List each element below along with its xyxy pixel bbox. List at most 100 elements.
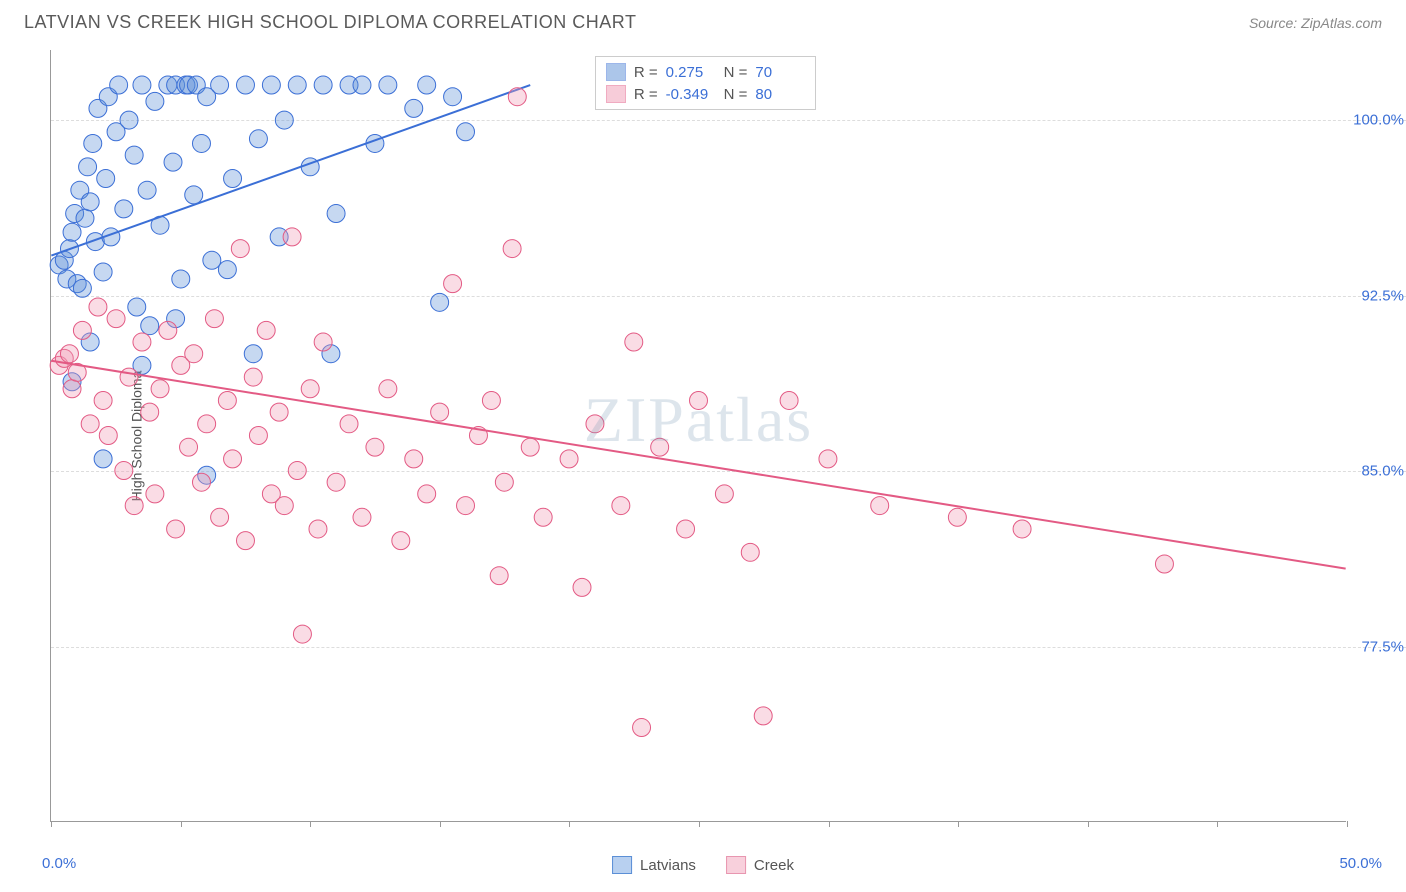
data-point (107, 310, 125, 328)
data-point (63, 223, 81, 241)
data-point (301, 380, 319, 398)
data-point (81, 415, 99, 433)
x-tick (699, 821, 700, 827)
data-point (690, 391, 708, 409)
data-point (340, 415, 358, 433)
data-point (94, 263, 112, 281)
x-tick (1217, 821, 1218, 827)
data-point (457, 123, 475, 141)
data-point (366, 438, 384, 456)
data-point (495, 473, 513, 491)
data-point (715, 485, 733, 503)
data-point (76, 209, 94, 227)
x-tick (569, 821, 570, 827)
data-point (262, 76, 280, 94)
legend-item: Latvians (612, 856, 696, 874)
data-point (236, 532, 254, 550)
data-point (741, 543, 759, 561)
data-point (231, 240, 249, 258)
data-point (283, 228, 301, 246)
data-point (418, 76, 436, 94)
data-point (110, 76, 128, 94)
stat-n-label: N = (724, 64, 748, 81)
data-point (314, 76, 332, 94)
data-point (288, 76, 306, 94)
data-point (275, 111, 293, 129)
legend-label: Latvians (640, 857, 696, 874)
x-tick (440, 821, 441, 827)
y-tick-label: 92.5% (1361, 287, 1404, 304)
data-point (81, 193, 99, 211)
data-point (60, 345, 78, 363)
data-point (1155, 555, 1173, 573)
data-point (503, 240, 521, 258)
data-point (270, 403, 288, 421)
data-point (431, 293, 449, 311)
data-point (677, 520, 695, 538)
data-point (573, 578, 591, 596)
data-point (218, 391, 236, 409)
data-point (224, 170, 242, 188)
data-point (73, 279, 91, 297)
chart-title: LATVIAN VS CREEK HIGH SCHOOL DIPLOMA COR… (24, 12, 636, 33)
data-point (185, 345, 203, 363)
data-point (244, 345, 262, 363)
legend-swatch (606, 63, 626, 81)
x-tick (181, 821, 182, 827)
data-point (192, 134, 210, 152)
data-point (97, 170, 115, 188)
data-point (249, 130, 267, 148)
data-point (79, 158, 97, 176)
data-point (444, 275, 462, 293)
x-tick (51, 821, 52, 827)
x-axis-max-label: 50.0% (1339, 855, 1382, 872)
stat-n-label: N = (724, 86, 748, 103)
data-point (948, 508, 966, 526)
data-point (257, 321, 275, 339)
data-point (125, 146, 143, 164)
data-point (534, 508, 552, 526)
data-point (309, 520, 327, 538)
stats-legend-row: R = -0.349 N = 80 (606, 83, 806, 105)
data-point (327, 473, 345, 491)
legend-swatch (726, 856, 746, 874)
y-tick-label: 100.0% (1353, 112, 1404, 129)
data-point (379, 380, 397, 398)
x-tick (829, 821, 830, 827)
legend-item: Creek (726, 856, 794, 874)
data-point (490, 567, 508, 585)
y-tick-label: 85.0% (1361, 463, 1404, 480)
data-point (211, 76, 229, 94)
data-point (120, 111, 138, 129)
data-point (353, 76, 371, 94)
data-point (203, 251, 221, 269)
data-point (819, 450, 837, 468)
data-point (314, 333, 332, 351)
y-tick-label: 77.5% (1361, 638, 1404, 655)
data-point (444, 88, 462, 106)
data-point (211, 508, 229, 526)
x-tick (958, 821, 959, 827)
x-axis-min-label: 0.0% (42, 855, 76, 872)
legend-label: Creek (754, 857, 794, 874)
x-tick (310, 821, 311, 827)
data-point (612, 497, 630, 515)
legend-swatch (606, 85, 626, 103)
data-point (146, 92, 164, 110)
data-point (392, 532, 410, 550)
data-point (84, 134, 102, 152)
data-point (244, 368, 262, 386)
data-point (353, 508, 371, 526)
series-legend: Latvians Creek (612, 856, 794, 874)
data-point (115, 200, 133, 218)
data-point (185, 186, 203, 204)
stat-r-value: -0.349 (666, 86, 716, 103)
data-point (133, 76, 151, 94)
data-point (167, 520, 185, 538)
data-point (586, 415, 604, 433)
stat-n-value: 70 (755, 64, 805, 81)
data-point (871, 497, 889, 515)
data-point (89, 298, 107, 316)
data-point (288, 462, 306, 480)
legend-swatch (612, 856, 632, 874)
